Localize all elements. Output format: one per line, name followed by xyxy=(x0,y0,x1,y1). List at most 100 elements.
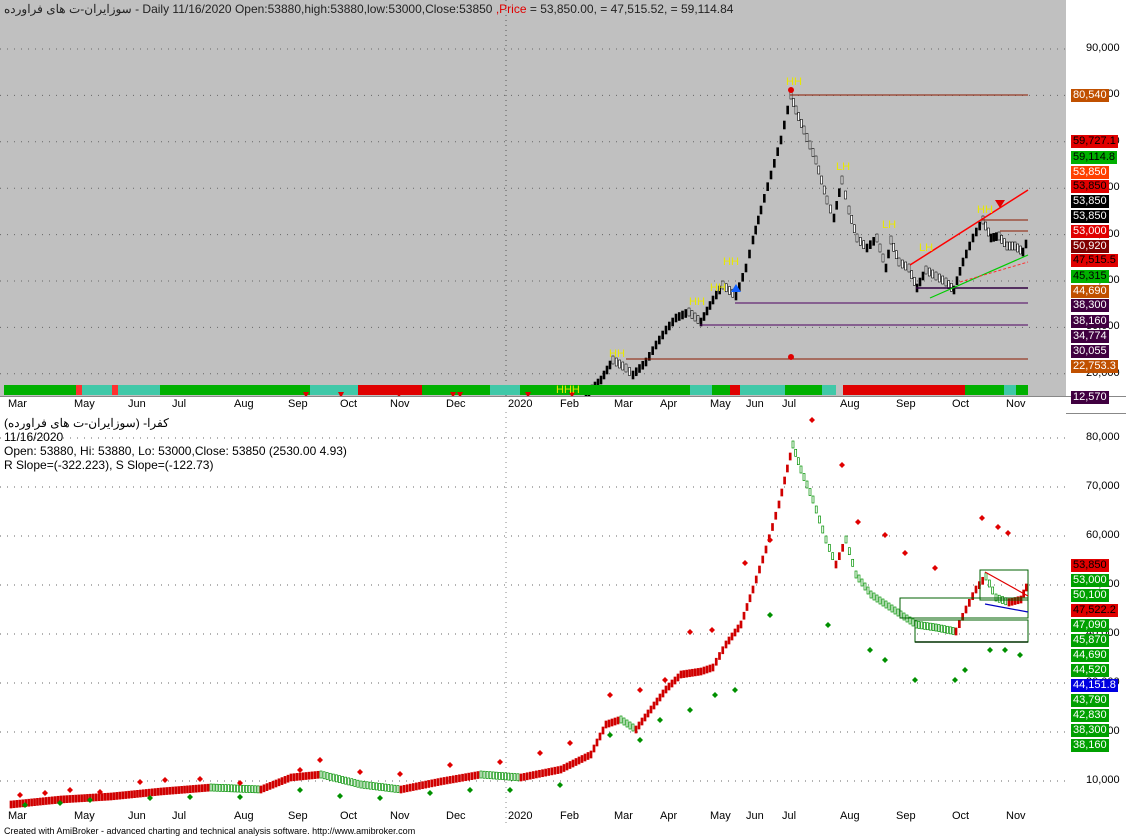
candle xyxy=(631,370,635,380)
indicator-candle xyxy=(390,784,394,793)
indicator-chart-pane[interactable]: (سوزایران-ت های فراورده) -کفرا 11/16/202… xyxy=(0,412,1126,825)
indicator-candle xyxy=(519,773,523,782)
indicator-candle xyxy=(50,796,54,805)
indicator-candle xyxy=(289,773,293,782)
indicator-candle xyxy=(607,719,611,728)
signal-band xyxy=(822,385,836,395)
indicator-candle xyxy=(896,608,900,617)
indicator-candle xyxy=(485,771,489,779)
indicator-candle xyxy=(799,465,803,474)
candle xyxy=(811,148,815,157)
price-chart-pane[interactable]: سوزایران-ت های فراورده - Daily 11/16/202… xyxy=(0,0,1126,396)
indicator-candle xyxy=(430,779,434,788)
indicator-candle xyxy=(106,792,110,801)
stop-dot-red xyxy=(197,776,203,782)
stop-dot-red xyxy=(767,537,773,543)
indicator-candle xyxy=(244,785,248,793)
indicator-candle xyxy=(702,666,706,675)
indicator-candle xyxy=(685,669,689,678)
candle xyxy=(878,243,882,253)
candle xyxy=(648,352,651,361)
trend-line-support xyxy=(929,254,1029,299)
signal-band xyxy=(76,385,82,395)
stop-dot-green xyxy=(337,793,343,799)
indicator-candle xyxy=(124,791,128,799)
candle xyxy=(611,355,615,365)
indicator-candle xyxy=(467,772,471,781)
indicator-candle xyxy=(1024,583,1028,592)
date-tick-label: Apr xyxy=(660,810,678,822)
candle xyxy=(881,253,885,263)
indicator-candle xyxy=(384,783,387,792)
price-chart-plot[interactable]: سوزایران-ت های فراورده - Daily 11/16/202… xyxy=(0,0,1066,396)
candle xyxy=(952,285,956,295)
candle xyxy=(892,243,895,252)
date-tick-label: May xyxy=(710,398,731,410)
stop-dot-red xyxy=(637,687,643,693)
indicator-candle xyxy=(961,612,965,621)
candle xyxy=(814,155,818,165)
candle xyxy=(674,313,678,323)
indicator-candle xyxy=(239,784,242,793)
indicator-candle xyxy=(177,786,180,794)
indicator-candle xyxy=(562,764,566,772)
candle xyxy=(897,257,901,267)
indicator-candle xyxy=(328,772,332,781)
indicator-candle xyxy=(341,776,344,784)
indicator-candle xyxy=(670,679,674,688)
signal-band xyxy=(422,385,490,395)
indicator-candle xyxy=(476,771,480,779)
stop-dot-green xyxy=(187,794,193,800)
candle xyxy=(668,321,671,331)
indicator-candle xyxy=(405,784,409,793)
indicator-candle xyxy=(791,440,795,449)
indicator-candle xyxy=(1010,597,1014,606)
indicator-candle xyxy=(180,786,183,794)
indicator-date: 11/16/2020 xyxy=(4,430,64,444)
price-level-label: 45,315 xyxy=(1071,270,1109,283)
stop-dot-red xyxy=(397,771,403,777)
pattern-tag: LH xyxy=(919,242,934,254)
candle xyxy=(624,363,628,373)
signal-band xyxy=(490,385,520,395)
indicator-candle xyxy=(335,774,338,783)
candle xyxy=(918,277,922,287)
date-axis-bottom[interactable]: Mar May Jun Jul Aug Sep Oct Nov Dec 2020 Feb Mar Apr… xyxy=(0,809,1066,825)
date-tick-label: May xyxy=(74,398,95,410)
indicator-candle xyxy=(280,777,284,785)
price-tick-label: 70,000 xyxy=(1086,480,1120,492)
indicator-chart-plot[interactable]: (سوزایران-ت های فراورده) -کفرا 11/16/202… xyxy=(0,412,1066,825)
candle xyxy=(715,290,718,300)
date-tick-label: Mar xyxy=(8,810,27,822)
low-marker xyxy=(788,354,794,360)
candle xyxy=(958,267,962,276)
stop-dot-red xyxy=(902,550,908,556)
indicator-candle xyxy=(174,786,178,795)
pattern-tag: HH xyxy=(609,348,625,360)
date-tick-label: Jul xyxy=(172,398,187,410)
candle xyxy=(838,188,841,197)
indicator-candle xyxy=(479,770,483,779)
date-tick-label: Dec xyxy=(446,398,466,410)
indicator-candle xyxy=(628,721,632,730)
indicator-candle xyxy=(491,771,495,780)
candle xyxy=(699,317,703,327)
indicator-candle xyxy=(742,611,746,620)
indicator-candle xyxy=(943,625,946,634)
candle xyxy=(792,98,795,107)
indicator-candle xyxy=(679,670,683,679)
candle xyxy=(820,175,823,185)
pattern-tag: HH xyxy=(786,76,802,88)
indicator-candle xyxy=(442,777,446,785)
indicator-candle xyxy=(253,785,257,794)
indicator-candle xyxy=(94,793,98,802)
price-level-label: 42,830 xyxy=(1071,709,1109,722)
indicator-candle xyxy=(144,789,148,797)
candle xyxy=(641,360,645,370)
stop-dot-red xyxy=(537,750,543,756)
indicator-candle xyxy=(878,596,882,605)
indicator-candle xyxy=(470,772,474,780)
indicator-candle xyxy=(507,772,511,781)
price-level-label: 38,160 xyxy=(1071,315,1109,328)
stop-dot-red xyxy=(297,767,303,773)
